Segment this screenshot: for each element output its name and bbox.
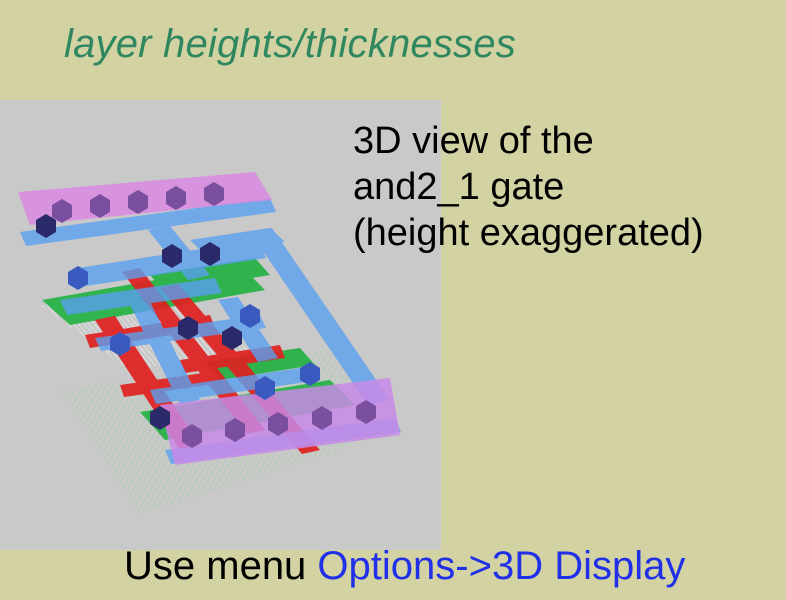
3d-viewer[interactable]: [0, 100, 441, 550]
menu-instruction-prefix: Use menu: [124, 544, 318, 588]
menu-instruction: Use menu Options->3D Display: [124, 544, 685, 589]
3d-gate-render: [18, 172, 401, 515]
caption-line-3: (height exaggerated): [353, 212, 704, 254]
slide-title: layer heights/thicknesses: [64, 22, 516, 66]
viewer-caption: 3D view of the and2_1 gate (height exagg…: [353, 118, 704, 256]
caption-line-1: 3D view of the: [353, 120, 594, 162]
options-3d-display-link[interactable]: Options->3D Display: [317, 544, 686, 588]
caption-line-2: and2_1 gate: [353, 166, 565, 208]
contact-layer: [36, 182, 376, 448]
